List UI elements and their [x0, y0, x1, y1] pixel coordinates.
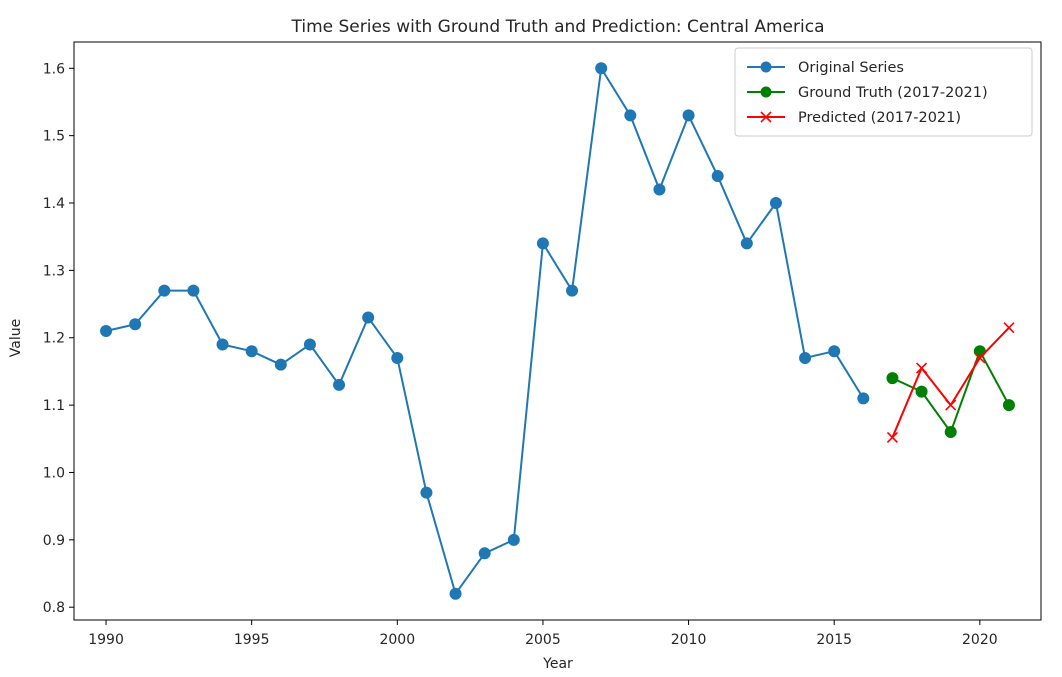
data-point — [740, 237, 753, 250]
y-tick-label: 1.0 — [43, 465, 65, 481]
data-point — [303, 338, 316, 351]
y-tick-label: 1.6 — [43, 61, 65, 77]
legend-marker — [760, 86, 772, 98]
x-tick-label: 2020 — [962, 632, 998, 648]
plot-frame — [73, 41, 1042, 621]
x-tick-label: 1990 — [88, 632, 124, 648]
data-point — [274, 358, 287, 371]
data-point — [769, 197, 782, 210]
data-point — [478, 547, 491, 560]
plot-area: 1990 1995 2000 2005 2010 2015 2020 0.8 0.9 1.0 1.1… — [43, 41, 1042, 648]
series-line-1 — [892, 350, 1010, 434]
data-point — [100, 325, 113, 337]
y-axis-label: Value — [8, 319, 24, 357]
x-tick-label: 2015 — [816, 632, 852, 648]
data-point — [187, 284, 200, 297]
data-point-x-marker — [886, 431, 899, 444]
data-point — [711, 170, 724, 183]
data-point — [653, 183, 666, 196]
y-tick-label: 1.5 — [43, 129, 65, 145]
y-tick-label: 0.8 — [43, 600, 65, 616]
x-tick-label: 1995 — [234, 632, 270, 648]
data-point — [158, 284, 171, 297]
series-line-2 — [891, 326, 1010, 438]
marker-stroke — [974, 352, 986, 364]
x-tick-label: 2010 — [671, 632, 707, 648]
data-point — [915, 385, 928, 398]
data-point — [828, 345, 841, 358]
data-point — [362, 311, 375, 324]
data-point — [216, 338, 229, 351]
data-point — [536, 237, 549, 250]
data-point-x-marker — [974, 352, 986, 364]
legend-marker — [760, 111, 772, 123]
data-point — [449, 587, 462, 600]
x-tick-label: 2000 — [379, 632, 415, 648]
marker-stroke — [1003, 322, 1015, 334]
data-point — [245, 345, 258, 358]
data-point-x-marker — [1003, 322, 1015, 334]
data-point — [595, 62, 608, 75]
series-line-0 — [105, 67, 865, 595]
data-point — [799, 351, 812, 364]
data-point — [507, 533, 520, 546]
x-tick-label: 2005 — [525, 632, 561, 648]
chart-title: Time Series with Ground Truth and Predic… — [291, 17, 825, 37]
legend-label: Predicted (2017-2021) — [798, 110, 961, 126]
legend-label: Original Series — [798, 60, 904, 76]
data-point — [944, 426, 957, 439]
y-tick-label: 1.2 — [43, 331, 65, 347]
data-point-x-marker — [945, 399, 957, 411]
marker-stroke — [916, 362, 928, 374]
data-point — [566, 284, 579, 297]
data-point — [129, 318, 142, 331]
data-point — [391, 351, 404, 364]
y-tick-label: 1.3 — [43, 263, 65, 279]
data-point — [333, 378, 346, 391]
x-axis-label: Year — [542, 656, 573, 672]
data-point — [886, 372, 899, 385]
y-tick-label: 1.4 — [43, 196, 65, 212]
data-point — [857, 392, 870, 405]
legend-box — [734, 47, 1033, 137]
y-tick-label: 0.9 — [43, 533, 65, 549]
y-tick-label: 1.1 — [43, 398, 65, 414]
data-point — [420, 486, 433, 499]
marker-stroke — [945, 399, 957, 411]
legend-marker — [760, 61, 772, 73]
data-point — [1002, 399, 1015, 412]
data-point — [682, 109, 695, 122]
legend-label: Ground Truth (2017-2021) — [798, 85, 988, 101]
data-point — [624, 109, 637, 122]
marker-stroke — [886, 431, 899, 444]
data-point-x-marker — [916, 362, 928, 374]
legend: Original Series Ground Truth (2017-2021) P… — [734, 47, 1033, 137]
